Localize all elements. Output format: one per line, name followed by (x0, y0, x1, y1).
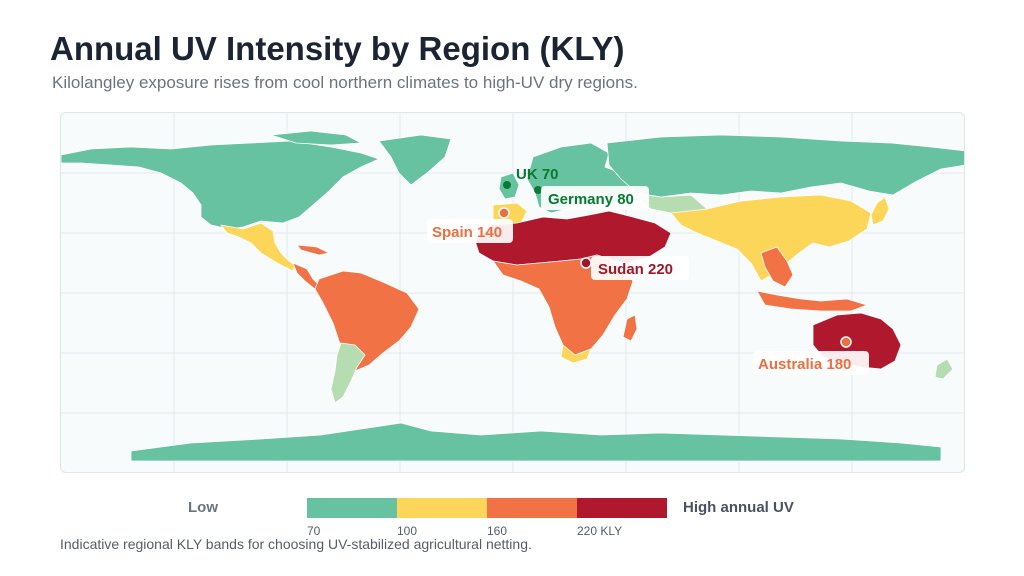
legend-band-1 (307, 498, 397, 518)
region-southern-cone[interactable] (330, 342, 366, 404)
region-north-america[interactable] (61, 140, 380, 230)
region-north-asia[interactable] (606, 134, 965, 198)
region-greenland[interactable] (378, 134, 452, 186)
legend-low-label: Low (188, 499, 218, 516)
marker-germany[interactable]: Germany 80 (534, 186, 649, 210)
legend-band-2 (397, 498, 487, 518)
region-caribbean[interactable] (296, 244, 330, 256)
region-indonesia[interactable] (756, 290, 868, 312)
marker-label-uk: UK 70 (516, 166, 559, 183)
region-japan[interactable] (870, 196, 890, 226)
legend-tick-160: 160 (487, 524, 508, 538)
region-southern-africa[interactable] (560, 344, 592, 364)
marker-sudan[interactable]: Sudan 220 (580, 256, 689, 280)
legend-tick-100: 100 (397, 524, 418, 538)
legend-band-3 (487, 498, 577, 518)
world-map-svg: UK 70 Germany 80 Spain 140 Sudan 220 Aus… (61, 113, 965, 472)
legend-tick-220: 220 KLY (577, 524, 623, 538)
page-subtitle: Kilolangley exposure rises from cool nor… (52, 73, 638, 92)
marker-spain[interactable]: Spain 140 (427, 207, 513, 243)
region-central-america[interactable] (292, 262, 320, 290)
marker-label-sudan: Sudan 220 (598, 261, 673, 278)
region-indochina[interactable] (760, 246, 794, 288)
marker-uk[interactable]: UK 70 (503, 166, 559, 189)
legend-high-label: High annual UV (683, 499, 794, 516)
legend-color-bar (307, 498, 667, 518)
page-title: Annual UV Intensity by Region (KLY) (50, 30, 625, 67)
marker-label-australia: Australia 180 (758, 356, 851, 373)
world-map[interactable]: UK 70 Germany 80 Spain 140 Sudan 220 Aus… (60, 112, 965, 473)
region-new-zealand[interactable] (934, 358, 954, 380)
marker-label-spain: Spain 140 (432, 224, 502, 241)
region-arctic-islands[interactable] (270, 130, 362, 146)
region-south-east-asia[interactable] (670, 194, 872, 282)
legend-band-4 (577, 498, 667, 518)
legend-tick-70: 70 (307, 524, 321, 538)
region-antarctica[interactable] (130, 422, 942, 462)
region-madagascar[interactable] (622, 314, 638, 342)
marker-label-germany: Germany 80 (548, 191, 634, 208)
region-south-america[interactable] (314, 270, 420, 372)
marker-australia[interactable]: Australia 180 (753, 336, 869, 375)
region-mexico[interactable] (220, 222, 296, 272)
footnote: Indicative regional KLY bands for choosi… (60, 536, 532, 552)
